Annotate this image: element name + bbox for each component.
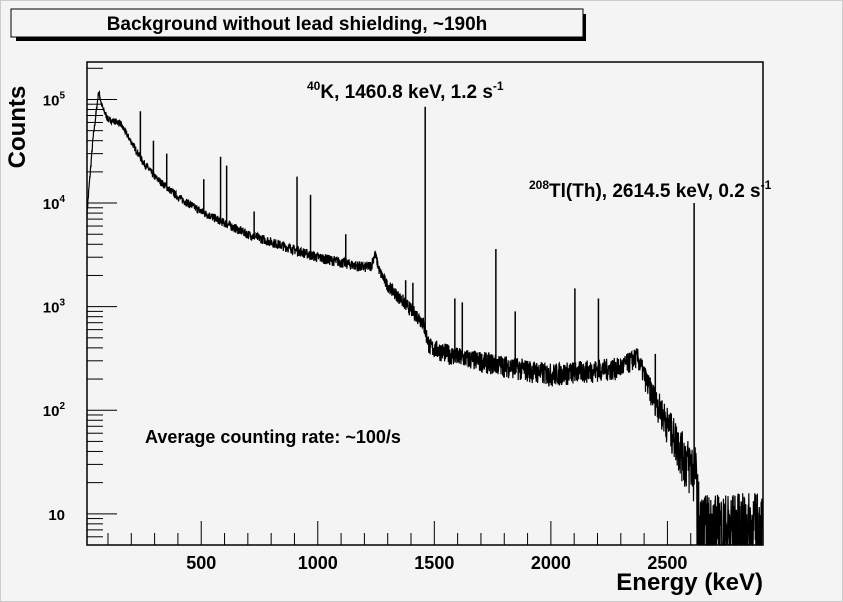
y-tick-label: 10 xyxy=(48,507,65,524)
y-tick-label: 102 xyxy=(43,401,66,420)
x-axis-label: Energy (keV) xyxy=(616,569,763,596)
y-axis-label: Counts xyxy=(4,86,31,169)
title-box xyxy=(10,8,584,38)
x-tick-label: 1000 xyxy=(298,553,338,573)
y-tick-label: 103 xyxy=(43,298,66,317)
annotation-k40: 40K, 1460.8 keV, 1.2 s-1 xyxy=(307,79,504,103)
spectrum-line xyxy=(86,89,764,546)
x-tick-label: 2500 xyxy=(647,553,687,573)
x-tick-label: 1500 xyxy=(414,553,454,573)
x-tick-label: 500 xyxy=(186,553,216,573)
y-tick-label: 105 xyxy=(43,90,66,109)
x-tick-label: 2000 xyxy=(531,553,571,573)
annotation-tl208: 208Tl(Th), 2614.5 keV, 0.2 s-1 xyxy=(529,178,772,202)
y-tick-label: 104 xyxy=(43,194,66,213)
chart-title: Background without lead shielding, ~190h xyxy=(107,14,488,35)
annotation-rate: Average counting rate: ~100/s xyxy=(145,427,401,447)
